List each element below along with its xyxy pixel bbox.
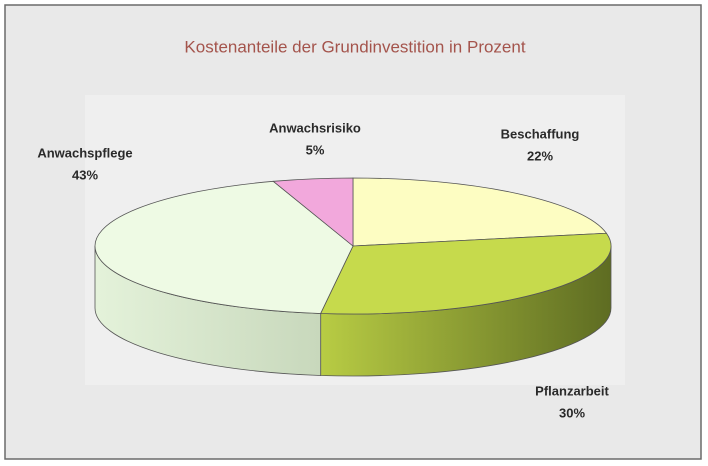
slice-label: Anwachspflege [37,145,132,160]
slice-value-label: 30% [559,405,585,420]
slice [94,180,354,314]
slice-label: Pflanzarbeit [535,383,609,398]
slice-label: Beschaffung [501,126,580,141]
chart-title: Kostenanteile der Grundinvestition in Pr… [184,37,525,56]
slice-value-label: 22% [527,148,553,163]
slice [272,177,354,247]
slice [352,177,608,247]
slice-value-label: 5% [306,142,325,157]
slice-label: Anwachsrisiko [269,120,361,135]
slice-value-label: 43% [72,167,98,182]
slice [320,232,612,315]
